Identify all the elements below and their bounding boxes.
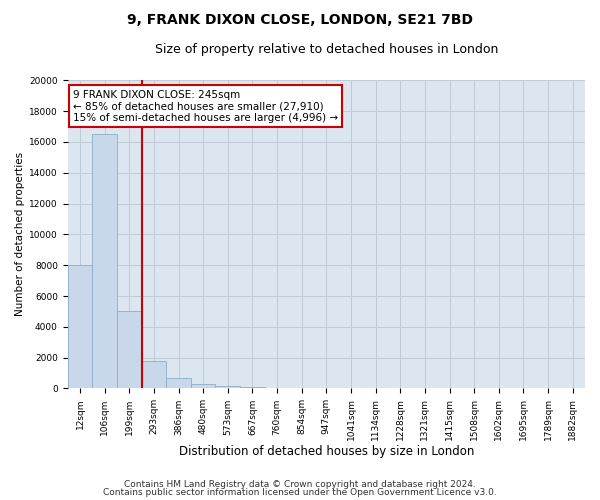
Text: Contains public sector information licensed under the Open Government Licence v3: Contains public sector information licen… <box>103 488 497 497</box>
Text: 9 FRANK DIXON CLOSE: 245sqm
← 85% of detached houses are smaller (27,910)
15% of: 9 FRANK DIXON CLOSE: 245sqm ← 85% of det… <box>73 90 338 122</box>
Bar <box>166 378 191 388</box>
Text: Contains HM Land Registry data © Crown copyright and database right 2024.: Contains HM Land Registry data © Crown c… <box>124 480 476 489</box>
Bar <box>68 265 92 388</box>
X-axis label: Distribution of detached houses by size in London: Distribution of detached houses by size … <box>179 444 474 458</box>
Bar <box>117 312 142 388</box>
Bar <box>92 134 117 388</box>
Title: Size of property relative to detached houses in London: Size of property relative to detached ho… <box>155 42 498 56</box>
Bar <box>191 384 215 388</box>
Text: 9, FRANK DIXON CLOSE, LONDON, SE21 7BD: 9, FRANK DIXON CLOSE, LONDON, SE21 7BD <box>127 12 473 26</box>
Y-axis label: Number of detached properties: Number of detached properties <box>15 152 25 316</box>
Bar <box>215 386 240 388</box>
Bar <box>142 360 166 388</box>
